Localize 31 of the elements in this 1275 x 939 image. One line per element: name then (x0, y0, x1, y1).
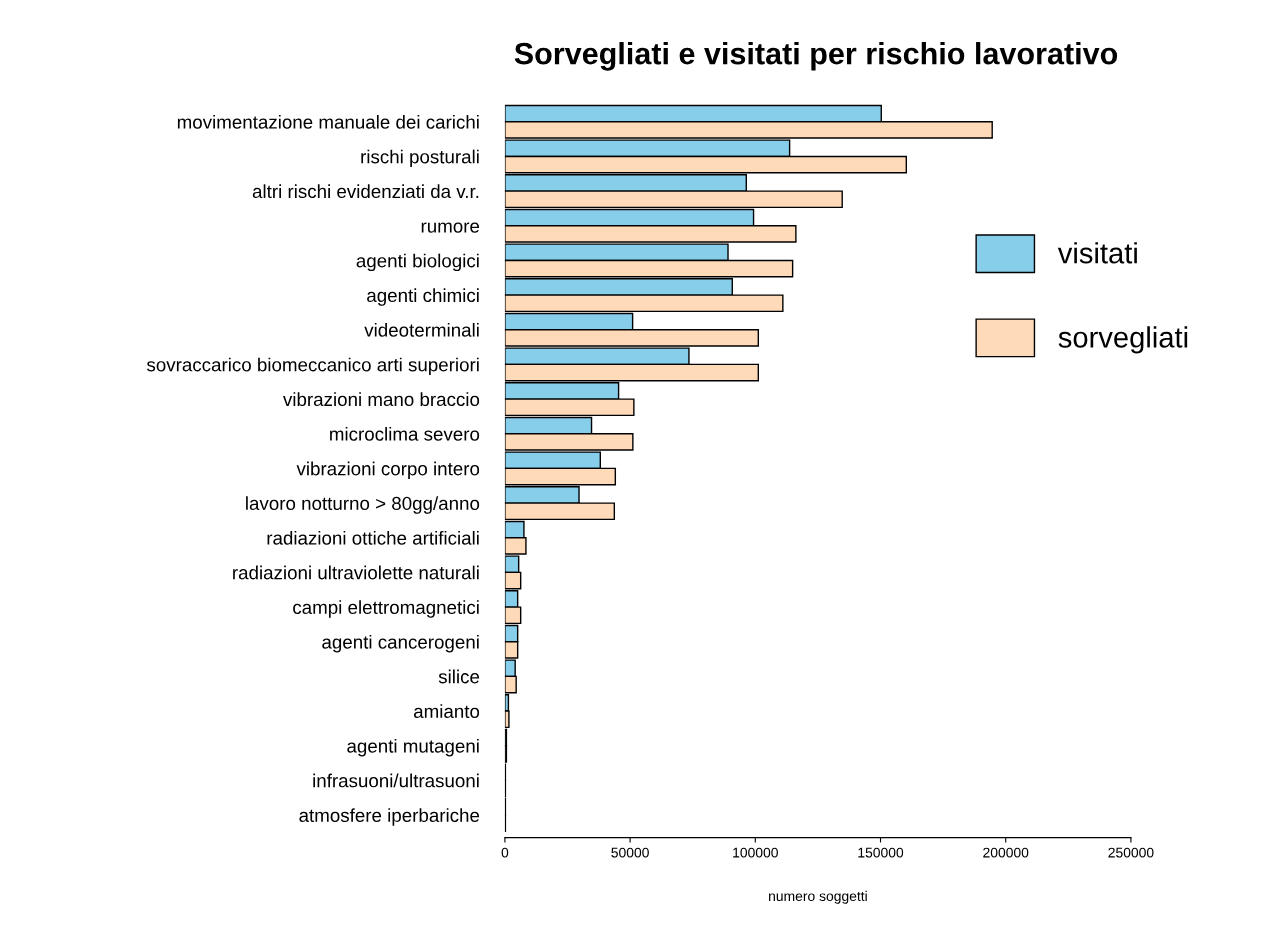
y-tick-label: atmosfere iperbariche (299, 808, 480, 826)
y-tick-label: sovraccarico biomeccanico arti superiori (146, 357, 479, 376)
x-tick-label: 150000 (858, 847, 904, 858)
y-tick-label: vibrazioni corpo intero (296, 461, 480, 480)
y-tick-label: radiazioni ottiche artificiali (267, 530, 479, 545)
y-tick-label: altri rischi evidenziati da v.r. (252, 184, 479, 199)
y-tick-label: rischi posturali (361, 149, 479, 168)
y-tick-label: agenti cancerogeni (322, 634, 479, 653)
x-axis-title: numero soggetti (769, 890, 867, 904)
chart-title: Sorvegliati e visitati per rischio lavorativo (514, 42, 1118, 71)
y-tick-label: amianto (414, 704, 480, 719)
y-tick-label: agenti chimici (367, 288, 479, 306)
y-tick-label: movimentazione manuale dei carichi (177, 114, 479, 129)
y-tick-label: infrasuoni/ultrasuoni (313, 773, 479, 788)
x-tick-label: 50000 (611, 847, 649, 858)
y-tick-label: agenti mutageni (347, 738, 479, 757)
x-tick-label: 250000 (1108, 847, 1154, 858)
x-tick-label: 200000 (983, 847, 1029, 858)
y-tick-label: agenti biologici (356, 253, 479, 272)
y-tick-label: campi elettromagnetici (293, 600, 479, 618)
y-tick-label: vibrazioni mano braccio (283, 392, 480, 407)
legend-label: sorvegliati (1058, 326, 1188, 354)
y-tick-label: microclima severo (330, 426, 480, 441)
y-tick-label: silice (438, 669, 480, 684)
legend-label: visitati (1057, 242, 1137, 264)
y-tick-label: lavoro notturno > 80gg/anno (246, 496, 480, 514)
y-tick-label: radiazioni ultraviolette naturali (233, 565, 479, 580)
x-tick-label: 100000 (733, 847, 778, 858)
y-tick-label: videoterminali (364, 322, 479, 337)
y-tick-label: rumore (421, 222, 480, 233)
x-tick-label: 0 (501, 847, 509, 858)
